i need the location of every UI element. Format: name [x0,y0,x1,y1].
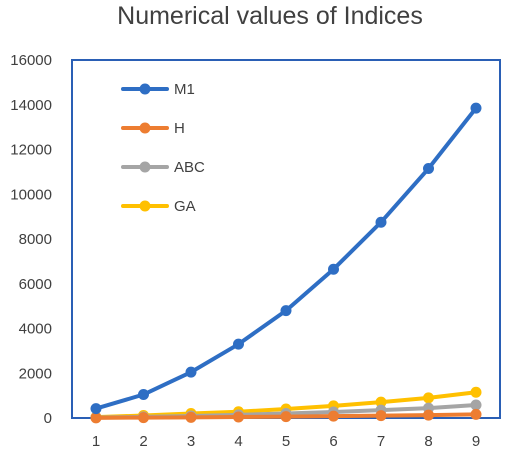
y-tick-label: 10000 [10,186,52,203]
data-point-h [280,411,292,423]
chart-title: Numerical values of Indices [117,2,423,30]
legend-swatch-marker [139,161,151,173]
data-point-m1 [423,163,434,175]
legend-label: ABC [174,159,205,176]
data-point-m1 [280,305,292,317]
y-tick-label: 8000 [19,231,52,248]
series-m1 [90,102,482,415]
data-point-ga [423,392,434,404]
data-point-abc [470,399,482,411]
data-point-h [470,408,482,420]
y-tick-label: 6000 [19,276,52,293]
data-point-h [90,412,102,424]
legend-label: M1 [174,81,195,98]
data-point-m1 [328,263,339,275]
data-point-ga [470,386,482,398]
y-tick-label: 14000 [10,97,52,114]
x-tick-label: 7 [377,433,385,450]
x-tick-label: 8 [424,433,432,450]
x-axis: 1 2 3 4 5 6 7 8 9 [92,433,480,450]
data-point-h [328,410,339,422]
y-tick-label: 0 [44,410,52,427]
x-tick-label: 3 [187,433,195,450]
y-tick-label: 4000 [19,321,52,338]
data-point-ga [375,396,387,408]
data-point-m1 [138,389,149,401]
series-layer [90,102,482,424]
data-point-h [138,412,149,424]
x-tick-label: 4 [234,433,242,450]
x-tick-label: 1 [92,433,100,450]
legend-item-abc: ABC [121,159,205,176]
plot-area [71,59,501,419]
legend-swatch-marker [139,83,151,95]
x-tick-label: 5 [282,433,290,450]
data-point-h [185,411,197,423]
legend-label: H [174,120,185,137]
y-tick-label: 12000 [10,142,52,159]
y-tick-label: 16000 [10,52,52,69]
legend-item-ga: GA [121,198,196,215]
data-point-h [423,409,434,421]
data-point-m1 [90,403,102,415]
data-point-m1 [375,216,387,228]
legend: M1 H ABC GA [121,81,205,215]
legend-swatch-marker [139,200,151,212]
x-tick-label: 9 [472,433,480,450]
x-tick-label: 2 [139,433,147,450]
series-line-m1 [94,106,478,411]
legend-swatch-marker [139,122,151,134]
data-point-m1 [233,338,244,350]
data-point-h [233,411,244,423]
data-point-m1 [470,102,482,114]
data-point-h [375,410,387,422]
legend-label: GA [174,198,196,215]
legend-item-m1: M1 [121,81,195,98]
x-tick-label: 6 [329,433,337,450]
legend-item-h: H [121,120,185,137]
series-h [90,408,482,424]
y-tick-label: 2000 [19,365,52,382]
y-axis: 0 2000 4000 6000 8000 10000 12000 14000 16000 [10,52,52,427]
data-point-m1 [185,366,197,378]
